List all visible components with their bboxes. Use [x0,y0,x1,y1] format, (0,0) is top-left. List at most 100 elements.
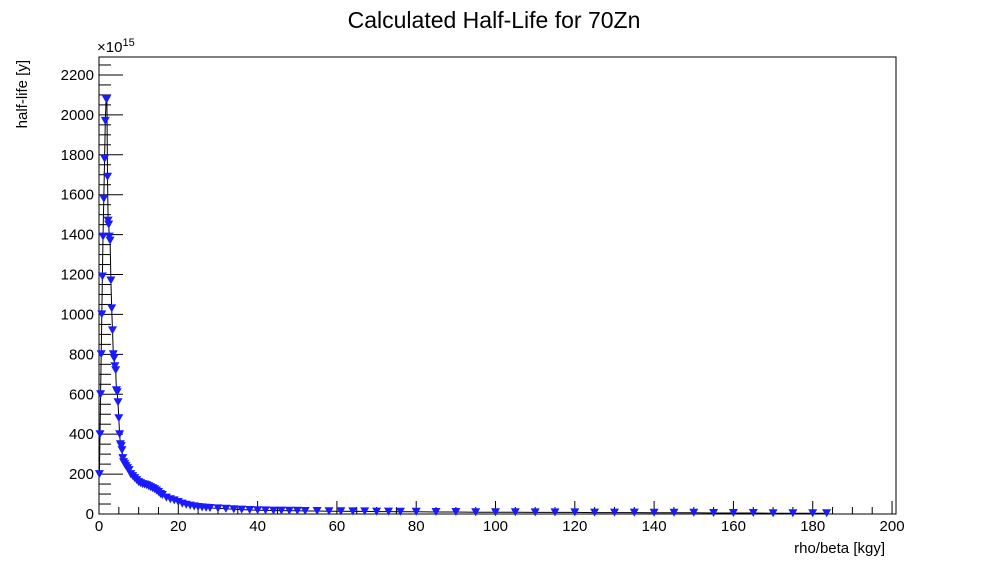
data-point-marker [114,414,124,423]
data-point-marker [112,388,122,397]
x-tick-label: 120 [562,518,587,535]
data-point-marker [221,504,231,513]
x-tick-label: 200 [880,518,905,535]
data-point-marker [510,508,520,517]
data-point-marker [550,508,560,517]
y-axis-multiplier: ×1015 [97,37,135,56]
x-tick-label: 60 [329,518,346,535]
data-point-marker [237,505,247,514]
data-point-marker [102,94,112,103]
y-tick-label: 0 [86,506,94,523]
y-tick-label: 800 [69,346,94,363]
data-point-marker [728,509,738,517]
data-point-marker [229,505,239,514]
x-tick-label: 0 [95,518,103,535]
data-point-marker [336,507,346,516]
data-point-marker [530,508,540,517]
data-point-marker [97,310,107,319]
y-tick-label: 1400 [61,227,94,244]
x-tick-label: 160 [721,518,746,535]
x-axis-label: rho/beta [kgy] [794,540,885,557]
data-point-marker [689,508,699,517]
data-point-marker [98,232,108,241]
data-point-marker [205,504,215,512]
y-tick-label: 1200 [61,267,94,284]
data-point-marker [276,506,286,515]
x-tick-label: 140 [642,518,667,535]
data-point-marker [97,272,107,281]
data-point-marker [103,172,112,181]
data-point-marker [348,507,358,516]
data-point-marker [94,470,104,479]
data-point-marker [411,507,421,516]
data-point-marker [284,506,294,515]
data-point-marker [106,276,116,285]
y-tick-label: 1000 [61,306,94,323]
data-point-marker [108,326,117,335]
data-point-marker [117,446,127,455]
y-multiplier-exponent: 15 [122,37,134,49]
data-point-marker [115,430,125,439]
data-point-marker [372,507,382,516]
data-point-marker [96,390,106,399]
data-point-marker [610,508,619,517]
data-point-marker [100,116,110,125]
data-point-marker [360,507,370,516]
data-point-marker [300,507,310,515]
data-point-marker [324,507,334,516]
data-point-marker [292,506,302,515]
data-point-marker [261,506,270,515]
data-point-marker [590,508,600,517]
data-point-marker [768,509,778,518]
y-axis-label: half-life [y] [14,60,31,128]
y-tick-label: 600 [69,386,94,403]
data-point-marker [157,491,167,499]
data-point-marker [451,508,461,516]
data-point-marker [105,236,115,245]
data-point-marker [570,508,580,517]
data-point-marker [253,506,263,515]
data-point-marker [808,509,818,518]
data-point-marker [100,154,110,163]
x-tick-label: 20 [170,518,187,535]
data-point-marker [213,504,223,513]
data-point-marker [788,509,798,518]
data-point-marker [748,509,758,517]
y-tick-label: 1600 [61,187,94,204]
data-point-marker [649,508,659,517]
data-point-marker [822,509,832,518]
data-point-marker [107,304,117,313]
data-point-marker [104,220,114,229]
x-tick-label: 180 [800,518,825,535]
data-point-marker [245,506,255,514]
y-tick-label: 2000 [61,107,94,124]
x-tick-label: 40 [249,518,266,535]
y-tick-label: 2200 [61,67,94,84]
data-point-marker [96,350,106,359]
data-series [94,94,832,518]
y-tick-label: 1800 [61,147,94,164]
data-point-marker [431,508,441,516]
data-point-marker [471,508,481,517]
x-tick-label: 100 [483,518,508,535]
y-tick-label: 400 [69,426,94,443]
data-point-marker [111,366,121,375]
axes: 0 20 40 60 80 100 120 140 160 180 2000200400600800… [61,64,905,535]
series-line [98,98,827,514]
y-tick-label: 200 [69,466,94,483]
data-point-marker [395,507,405,516]
data-point-marker [99,194,109,203]
y-multiplier-base: ×10 [97,39,122,56]
data-point-marker [109,354,119,363]
x-tick-label: 80 [408,518,425,535]
data-point-marker [312,507,322,515]
data-point-marker [709,509,719,517]
data-point-marker [269,506,278,515]
chart-title: Calculated Half-Life for 70Zn [348,7,641,33]
data-point-marker [669,508,679,517]
data-point-marker [384,507,393,516]
data-point-marker [491,508,500,517]
plot-frame [98,56,897,515]
